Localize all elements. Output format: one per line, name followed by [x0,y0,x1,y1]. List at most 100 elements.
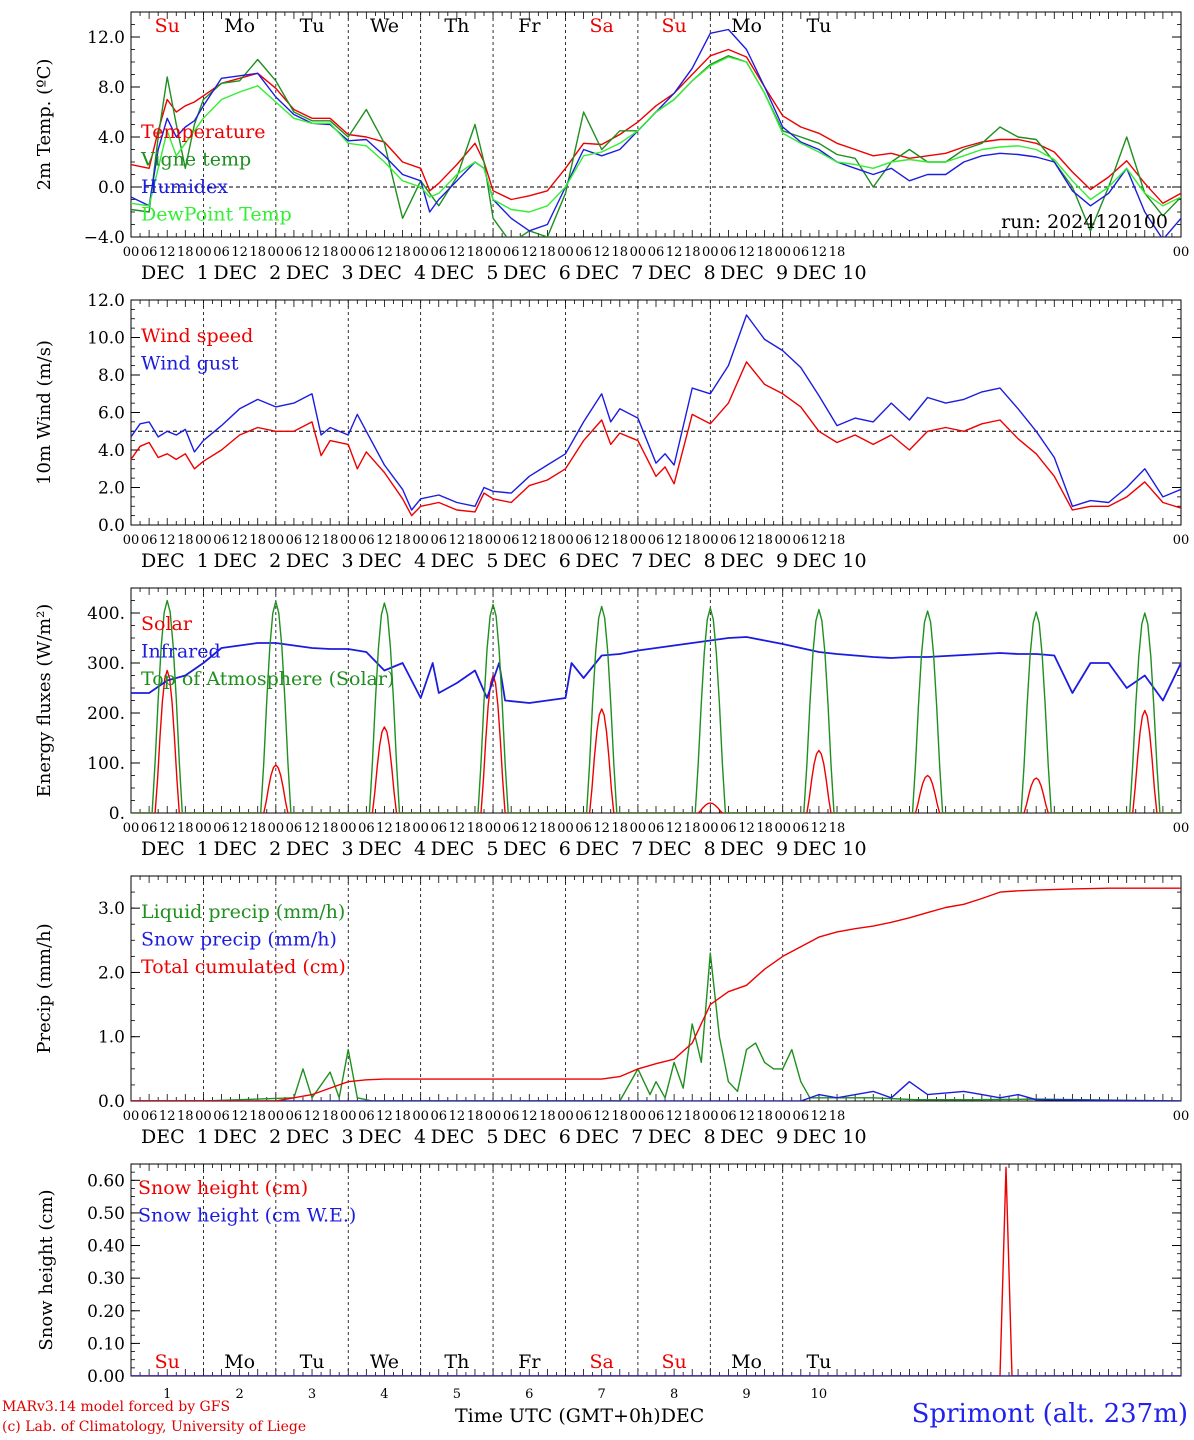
y-tick-label: 4.0 [98,441,125,461]
series-line [131,887,1181,1101]
hour-label: 18 [177,821,194,836]
hour-label: 00 [412,533,429,548]
y-tick-label: 12.0 [87,28,125,48]
y-tick-label: 2.0 [98,479,125,499]
hour-label: 00 [195,245,212,260]
date-label: DEC 6 [503,838,571,860]
time-axis-text: Time UTC (GMT+0h) [455,1405,661,1427]
legend-entry: Humidex [141,176,228,198]
y-tick-label: 0. [109,804,125,824]
hour-label: 06 [503,533,520,548]
series-line [131,314,1181,511]
y-tick-label: 0.00 [87,1367,125,1387]
weekday-label: Fr [518,1351,541,1373]
hour-label: 18 [177,1109,194,1124]
date-label: DEC 3 [286,838,354,860]
date-label: DEC 4 [358,550,426,572]
hour-label: 18 [322,533,339,548]
hour-label: 12 [231,533,248,548]
hour-label: 00 [1173,533,1190,548]
hour-label: 18 [177,533,194,548]
hour-label: 00 [630,1109,647,1124]
hour-label: 06 [648,821,665,836]
date-label: DEC 9 [720,262,788,284]
hour-label: 06 [141,821,158,836]
series-line [131,48,1181,204]
run-annotation: run: 2024120100 [1001,211,1168,233]
day-number-label: 10 [811,1387,828,1402]
hour-label: 18 [612,821,629,836]
hour-label: 12 [376,533,393,548]
legend-entry: DewPoint Temp [141,204,292,226]
hour-label: 18 [539,245,556,260]
y-tick-label: 0.30 [87,1269,125,1289]
date-label: DEC 1 [141,1126,209,1148]
hour-label: 12 [738,533,755,548]
date-label: DEC 10 [793,1126,867,1148]
date-label: DEC 2 [213,262,281,284]
y-tick-label: 1.0 [98,1028,125,1048]
legend-entry: Liquid precip (mm/h) [141,901,345,923]
hour-label: 00 [412,1109,429,1124]
hour-label: 12 [449,1109,466,1124]
date-label: DEC 6 [503,1126,571,1148]
copyright-credit: (c) Lab. of Climatology, University of L… [2,1419,307,1435]
hour-label: 06 [793,533,810,548]
hour-label: 06 [575,245,592,260]
date-label: DEC 5 [431,550,499,572]
hour-label: 06 [141,1109,158,1124]
hour-label: 12 [159,245,176,260]
hour-label: 00 [268,821,285,836]
hour-label: 06 [575,533,592,548]
series-line [131,28,1181,237]
y-tick-label: 200. [87,704,125,724]
weekday-label: Su [661,1351,686,1373]
series-line [131,599,1181,813]
hour-label: 18 [394,821,411,836]
hour-label: 00 [774,533,791,548]
hour-label: 00 [123,1109,140,1124]
hour-label: 12 [304,821,321,836]
hour-label: 06 [648,1109,665,1124]
hour-label: 18 [756,821,773,836]
hour-label: 00 [557,1109,574,1124]
hour-label: 00 [195,533,212,548]
day-number-label: 9 [742,1387,750,1402]
hour-label: 00 [195,1109,212,1124]
hour-label: 00 [630,245,647,260]
hour-label: 06 [430,821,447,836]
y-tick-label: 8.0 [98,78,125,98]
hour-label: 00 [702,245,719,260]
hour-label: 00 [412,821,429,836]
hour-label: 00 [485,821,502,836]
series-line [131,361,1181,517]
y-tick-label: 0.0 [98,178,125,198]
legend-entry: Snow height (cm W.E.) [138,1205,356,1227]
day-number-label: 5 [453,1387,461,1402]
weekday-label: Tu [300,15,325,37]
hour-label: 00 [195,821,212,836]
legend-entry: Wind speed [141,325,253,347]
weekday-label: Su [155,15,180,37]
y-tick-label: −4.0 [84,228,125,248]
hour-label: 06 [213,821,230,836]
hour-label: 06 [430,1109,447,1124]
weekday-label: Su [661,15,686,37]
hour-label: 06 [793,245,810,260]
date-label: DEC 3 [286,1126,354,1148]
hour-label: 00 [340,1109,357,1124]
hour-label: 12 [376,245,393,260]
y-tick-label: 0.50 [87,1204,125,1224]
hour-label: 18 [756,245,773,260]
hour-label: 00 [340,533,357,548]
date-label: DEC 2 [213,550,281,572]
hour-label: 06 [503,821,520,836]
y-tick-label: 6.0 [98,404,125,424]
date-label: DEC 7 [575,262,643,284]
hour-label: 06 [648,533,665,548]
hour-label: 18 [829,821,846,836]
hour-label: 18 [394,1109,411,1124]
hour-label: 00 [702,533,719,548]
hour-label: 12 [811,533,828,548]
hour-label: 18 [684,533,701,548]
